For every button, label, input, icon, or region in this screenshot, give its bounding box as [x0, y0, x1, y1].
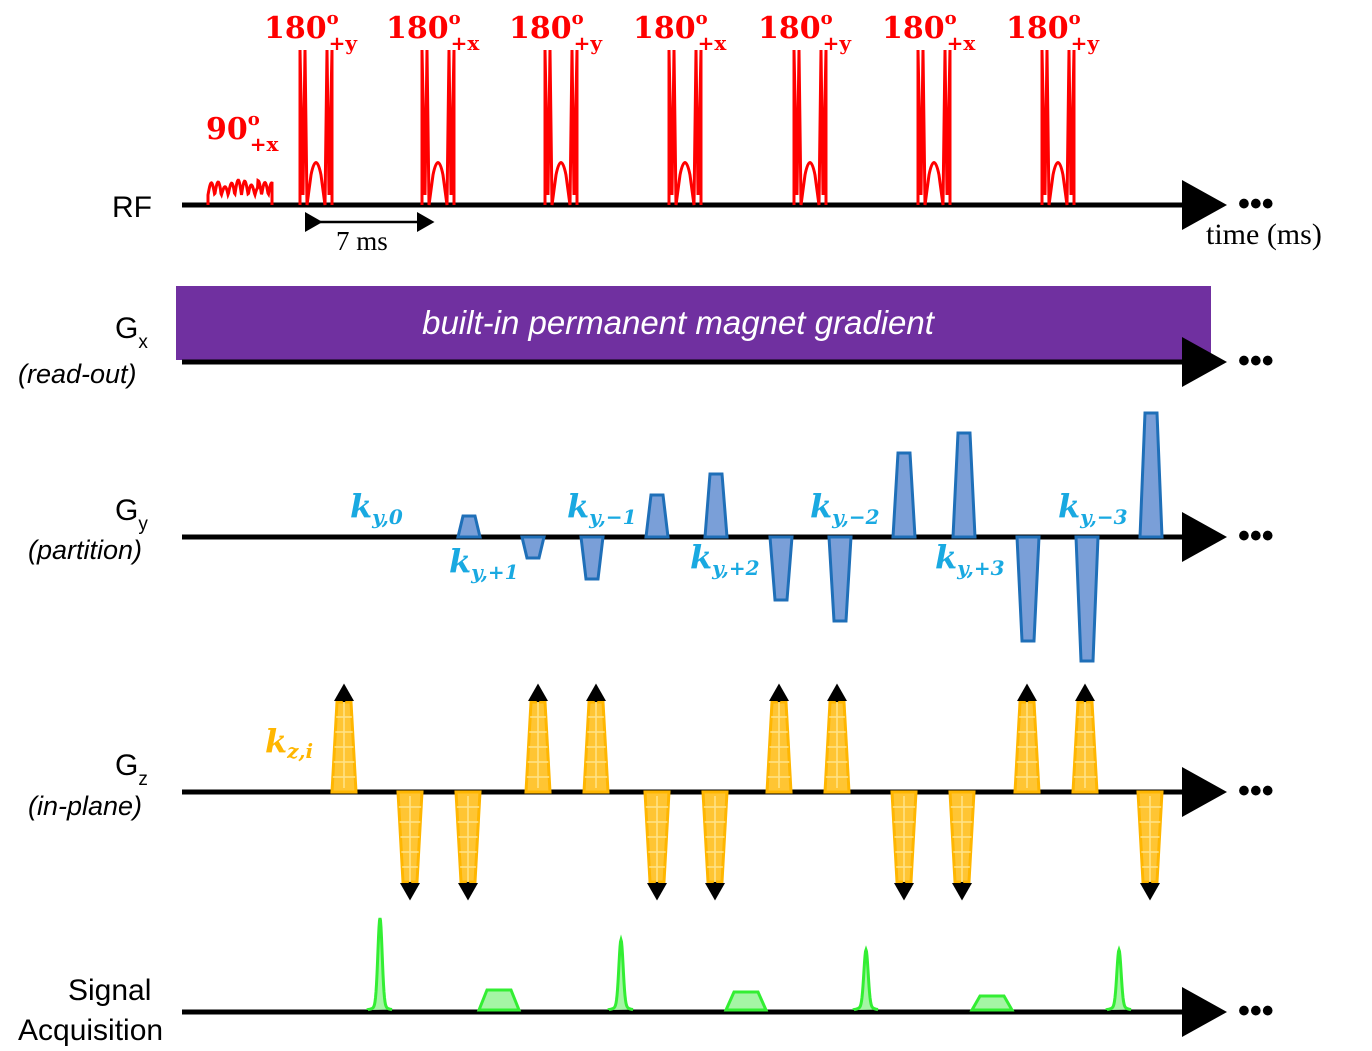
rf-refocusing-pulse	[667, 49, 703, 206]
rf-refocusing-pulse	[792, 49, 828, 206]
gy-continuation-dots: •••	[1238, 517, 1274, 555]
gz-negative-lobe	[396, 790, 424, 901]
gz-positive-lobe	[765, 683, 793, 794]
rf-refocusing-label: 180o +y	[1006, 8, 1100, 55]
rf-refocusing-pulse	[1040, 49, 1076, 206]
gz-role-label: (in-plane)	[28, 791, 142, 821]
ky-label: ky,+2	[690, 538, 760, 580]
svg-text:Gx: Gx	[115, 312, 148, 353]
gy-phase-lobe	[703, 472, 729, 539]
gy-phase-lobe	[579, 535, 605, 581]
gz-negative-lobe	[454, 790, 482, 901]
gx-role-label: (read-out)	[18, 359, 137, 389]
ky-label: ky,−2	[810, 487, 880, 529]
gy-phase-lobe	[1074, 535, 1100, 663]
gy-phase-lobe	[827, 535, 853, 623]
gz-negative-lobe	[948, 790, 976, 901]
rf-refocusing-label: 180o +y	[509, 8, 603, 55]
rf-refocusing-pulse	[543, 49, 579, 206]
rf-refocusing-label: 180o +y	[758, 8, 852, 55]
svg-text:Gy: Gy	[115, 494, 148, 535]
echo-spacing-label: 7 ms	[336, 226, 388, 256]
gz-negative-lobe	[701, 790, 729, 901]
gy-phase-lobe	[520, 535, 546, 560]
spin-echo-signal	[607, 934, 634, 1012]
ky-label: ky,+1	[449, 542, 519, 584]
spin-echo-signal	[1105, 945, 1132, 1012]
stimulated-echo-signal	[723, 990, 769, 1012]
gx-row-label: Gx (read-out)	[18, 312, 148, 389]
gz-positive-lobe	[1071, 683, 1099, 794]
gz-positive-lobe	[524, 683, 552, 794]
rf-refocusing-pulse	[298, 49, 334, 206]
rf-continuation-dots: •••	[1238, 185, 1274, 223]
gx-continuation-dots: •••	[1238, 342, 1274, 380]
gy-phase-lobe	[768, 535, 794, 602]
svg-text:Gz: Gz	[115, 749, 148, 790]
rf-pulses	[206, 49, 1076, 206]
rf-refocusing-label: 180o +x	[633, 8, 727, 55]
gz-negative-lobe	[643, 790, 671, 901]
stimulated-echo-signal	[969, 994, 1015, 1012]
gy-phase-lobe	[951, 431, 977, 539]
permanent-gradient-text: built-in permanent magnet gradient	[422, 304, 936, 341]
gy-role-label: (partition)	[28, 535, 142, 565]
signal-continuation-dots: •••	[1238, 992, 1274, 1030]
time-axis-label: time (ms)	[1206, 218, 1322, 251]
rf-row-label: RF	[112, 191, 152, 224]
gz-negative-lobe	[1136, 790, 1164, 901]
ky-label: ky,−3	[1058, 487, 1128, 529]
spin-echo-signal	[852, 945, 879, 1012]
gz-negative-lobe	[890, 790, 918, 901]
gy-row-label: Gy (partition)	[28, 494, 148, 565]
ky-label: ky,−1	[567, 487, 637, 529]
rf-refocusing-label: 180o +x	[386, 8, 480, 55]
kz-label: kz,i	[265, 722, 313, 763]
rf-refocusing-pulse	[916, 49, 952, 206]
gy-lobes	[456, 411, 1164, 663]
gy-phase-lobe	[456, 514, 482, 539]
ky-label: ky,0	[350, 487, 403, 529]
rf-excitation-pulse	[206, 178, 274, 205]
stimulated-echo-signal	[476, 988, 522, 1012]
signal-label-line2: Acquisition	[18, 1014, 163, 1047]
gz-row-label: Gz (in-plane)	[28, 749, 148, 821]
spin-echo-signal	[366, 917, 393, 1012]
ky-label: ky,+3	[935, 538, 1005, 580]
signal-row-label: Signal Acquisition	[18, 974, 163, 1047]
gz-lobes	[330, 683, 1164, 901]
ky-labels: ky,0 ky,+1 ky,−1 ky,+2 ky,−2 ky,+3 ky,−3	[350, 487, 1128, 584]
gz-positive-lobe	[582, 683, 610, 794]
rf-pulse-labels: 90o +x 180o +y 180o +x 180o +y 180o +x 180o +y 180o +…	[206, 8, 1100, 156]
echo-spacing-indicator: 7 ms	[305, 212, 435, 256]
gz-positive-lobe	[823, 683, 851, 794]
gy-phase-lobe	[891, 451, 917, 539]
gz-positive-lobe	[330, 683, 358, 794]
permanent-gradient-band	[176, 286, 1211, 360]
rf-refocusing-label: 180o +y	[264, 8, 358, 55]
gz-continuation-dots: •••	[1238, 772, 1274, 810]
signal-acquisition	[366, 917, 1132, 1012]
gy-phase-lobe	[1138, 411, 1164, 539]
gy-phase-lobe	[644, 493, 670, 539]
rf-refocusing-pulse	[420, 49, 456, 206]
signal-label-line1: Signal	[68, 974, 151, 1007]
gz-positive-lobe	[1013, 683, 1041, 794]
gy-phase-lobe	[1015, 535, 1041, 643]
rf-refocusing-label: 180o +x	[882, 8, 976, 55]
rf-excitation-label: 90o +x	[206, 109, 280, 156]
